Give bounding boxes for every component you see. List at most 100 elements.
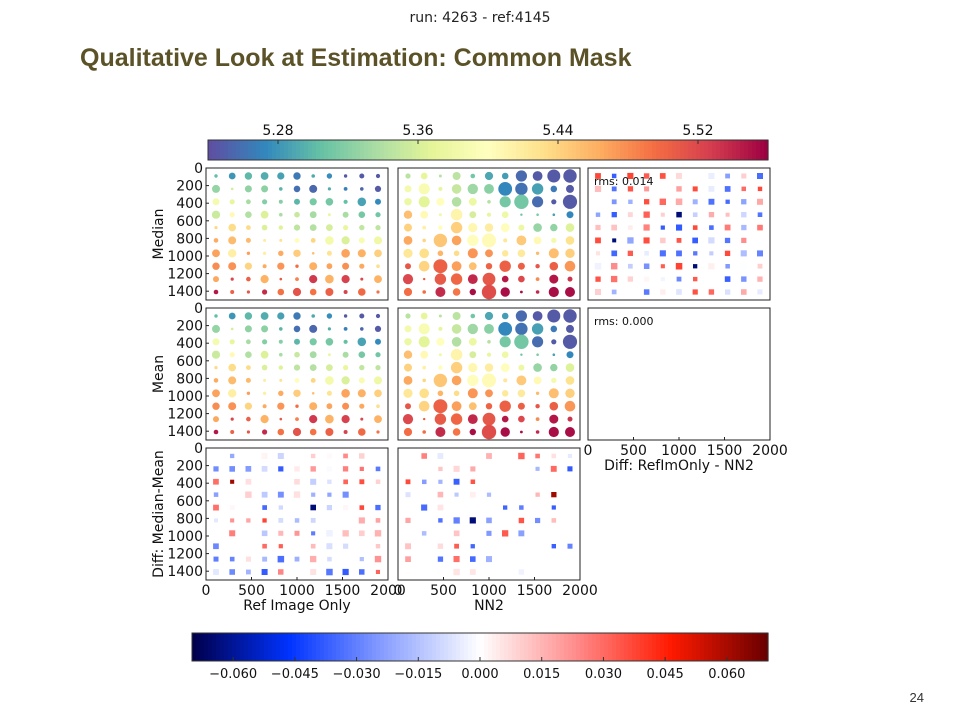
scatter-point bbox=[309, 275, 318, 284]
scatter-point bbox=[451, 235, 462, 246]
bottom-colorbar-segment bbox=[212, 633, 217, 661]
diff-marker bbox=[676, 224, 683, 231]
scatter-point bbox=[468, 402, 477, 411]
scatter-point bbox=[450, 348, 463, 361]
scatter-point bbox=[360, 417, 364, 421]
scatter-point bbox=[229, 352, 235, 358]
top-colorbar-segment bbox=[428, 140, 433, 160]
bottom-colorbar-segment bbox=[632, 633, 637, 661]
top-colorbar-segment bbox=[544, 140, 549, 160]
scatter-point bbox=[551, 339, 557, 345]
scatter-point bbox=[327, 187, 331, 191]
bottom-colorbar-segment bbox=[552, 633, 557, 661]
diff-marker bbox=[692, 225, 698, 230]
scatter-point bbox=[403, 248, 413, 258]
scatter-point bbox=[452, 312, 461, 320]
scatter-point bbox=[565, 427, 575, 437]
diff-marker bbox=[693, 276, 698, 282]
scatter-point bbox=[374, 275, 382, 283]
bottom-colorbar-segment bbox=[252, 633, 257, 661]
scatter-point bbox=[214, 314, 218, 318]
diff-marker bbox=[359, 505, 365, 510]
scatter-point bbox=[295, 404, 299, 408]
bottom-colorbar-segment bbox=[544, 633, 549, 661]
top-colorbar-segment bbox=[516, 140, 521, 160]
top-colorbar-segment bbox=[368, 140, 373, 160]
scatter-point bbox=[532, 311, 543, 321]
x-axis-label-ref: Ref Image Only bbox=[243, 598, 350, 614]
scatter-point bbox=[482, 272, 496, 286]
scatter-point bbox=[402, 274, 414, 285]
top-colorbar-segment bbox=[744, 140, 749, 160]
diff-marker bbox=[261, 530, 268, 537]
diff-marker bbox=[660, 289, 666, 295]
scatter-point bbox=[535, 404, 540, 409]
scatter-point bbox=[532, 336, 544, 348]
diff-marker bbox=[628, 199, 633, 204]
scatter-point bbox=[325, 274, 334, 284]
top-colorbar-segment bbox=[420, 140, 425, 160]
scatter-point bbox=[244, 325, 252, 333]
y-tick-label: 1000 bbox=[167, 249, 203, 265]
top-colorbar-segment bbox=[292, 140, 297, 160]
scatter-point bbox=[435, 427, 446, 437]
scatter-point bbox=[451, 197, 462, 207]
diff-marker bbox=[757, 198, 763, 205]
diff-marker bbox=[343, 543, 349, 549]
scatter-point bbox=[469, 288, 476, 296]
bottom-colorbar-segment bbox=[192, 633, 197, 661]
scatter-point bbox=[535, 417, 540, 421]
scatter-point bbox=[342, 262, 350, 270]
scatter-point bbox=[343, 225, 349, 231]
top-colorbar-segment bbox=[660, 140, 665, 160]
top-colorbar-segment bbox=[648, 140, 653, 160]
scatter-point bbox=[566, 184, 574, 193]
scatter-point bbox=[549, 401, 559, 411]
scatter-point bbox=[309, 262, 318, 271]
scatter-point bbox=[341, 415, 350, 424]
scatter-point bbox=[562, 194, 578, 209]
bottom-colorbar-segment bbox=[580, 633, 585, 661]
bottom-colorbar-segment bbox=[668, 633, 673, 661]
bottom-colorbar-segment bbox=[384, 633, 389, 661]
top-colorbar-segment bbox=[416, 140, 421, 160]
bottom-colorbar-segment bbox=[440, 633, 445, 661]
diff-marker bbox=[628, 225, 633, 230]
diff-marker bbox=[675, 198, 683, 205]
x-tick-label: 1500 bbox=[517, 583, 553, 599]
scatter-point bbox=[309, 402, 318, 411]
diff-marker bbox=[278, 544, 283, 549]
scatter-point bbox=[309, 324, 318, 333]
scatter-point bbox=[245, 237, 251, 243]
scatter-point bbox=[535, 251, 540, 255]
top-colorbar-segment bbox=[240, 140, 245, 160]
bottom-colorbar-segment bbox=[420, 633, 425, 661]
x-tick-label: 1000 bbox=[279, 583, 315, 599]
x-tick-label: 2000 bbox=[562, 583, 598, 599]
diff-marker bbox=[725, 212, 730, 217]
scatter-point bbox=[246, 199, 251, 205]
scatter-point bbox=[211, 210, 221, 219]
top-colorbar-segment bbox=[672, 140, 677, 160]
diff-marker bbox=[692, 237, 698, 244]
scatter-point bbox=[467, 274, 478, 284]
top-colorbar-segment bbox=[224, 140, 229, 160]
scatter-point bbox=[311, 252, 315, 255]
bottom-colorbar-segment bbox=[300, 633, 305, 661]
scatter-point bbox=[437, 390, 444, 397]
diff-marker bbox=[230, 479, 235, 484]
diff-marker bbox=[757, 289, 763, 295]
scatter-point bbox=[228, 223, 236, 232]
scatter-point bbox=[501, 275, 509, 283]
scatter-point bbox=[403, 376, 413, 385]
diff-marker bbox=[595, 173, 601, 179]
scatter-point bbox=[434, 273, 447, 285]
y-tick-label: 1400 bbox=[167, 564, 203, 580]
diff-marker bbox=[342, 568, 349, 576]
scatter-point bbox=[293, 224, 301, 231]
diff-marker bbox=[551, 505, 556, 510]
scatter-point bbox=[536, 213, 539, 216]
y-tick-label: 600 bbox=[176, 354, 203, 370]
bottom-colorbar-segment bbox=[752, 633, 757, 661]
diff-marker bbox=[503, 505, 508, 510]
